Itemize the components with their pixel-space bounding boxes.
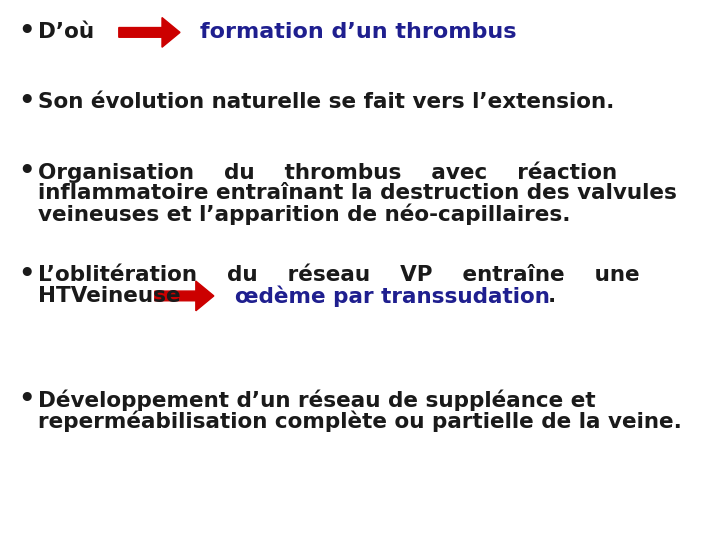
Text: HTVeineuse: HTVeineuse <box>38 286 181 306</box>
Text: formation d’un thrombus: formation d’un thrombus <box>200 22 516 42</box>
Text: •: • <box>18 262 35 288</box>
Text: œdème par transsudation: œdème par transsudation <box>235 285 550 307</box>
Text: •: • <box>18 387 35 413</box>
FancyArrow shape <box>119 18 180 47</box>
FancyArrow shape <box>155 281 214 311</box>
Text: •: • <box>18 159 35 185</box>
Text: reperméabilisation complète ou partielle de la veine.: reperméabilisation complète ou partielle… <box>38 410 682 432</box>
Text: veineuses et l’apparition de néo-capillaires.: veineuses et l’apparition de néo-capilla… <box>38 203 570 225</box>
Text: •: • <box>18 89 35 115</box>
Text: D’où: D’où <box>38 22 94 42</box>
Text: L’oblitération    du    réseau    VP    entraîne    une: L’oblitération du réseau VP entraîne une <box>38 265 639 285</box>
Text: Développement d’un réseau de suppléance et: Développement d’un réseau de suppléance … <box>38 389 595 411</box>
Text: Son évolution naturelle se fait vers l’extension.: Son évolution naturelle se fait vers l’e… <box>38 92 614 112</box>
Text: .: . <box>548 286 557 306</box>
Text: •: • <box>18 19 35 45</box>
Text: Organisation    du    thrombus    avec    réaction: Organisation du thrombus avec réaction <box>38 161 617 183</box>
Text: inflammatoire entraînant la destruction des valvules: inflammatoire entraînant la destruction … <box>38 183 677 203</box>
